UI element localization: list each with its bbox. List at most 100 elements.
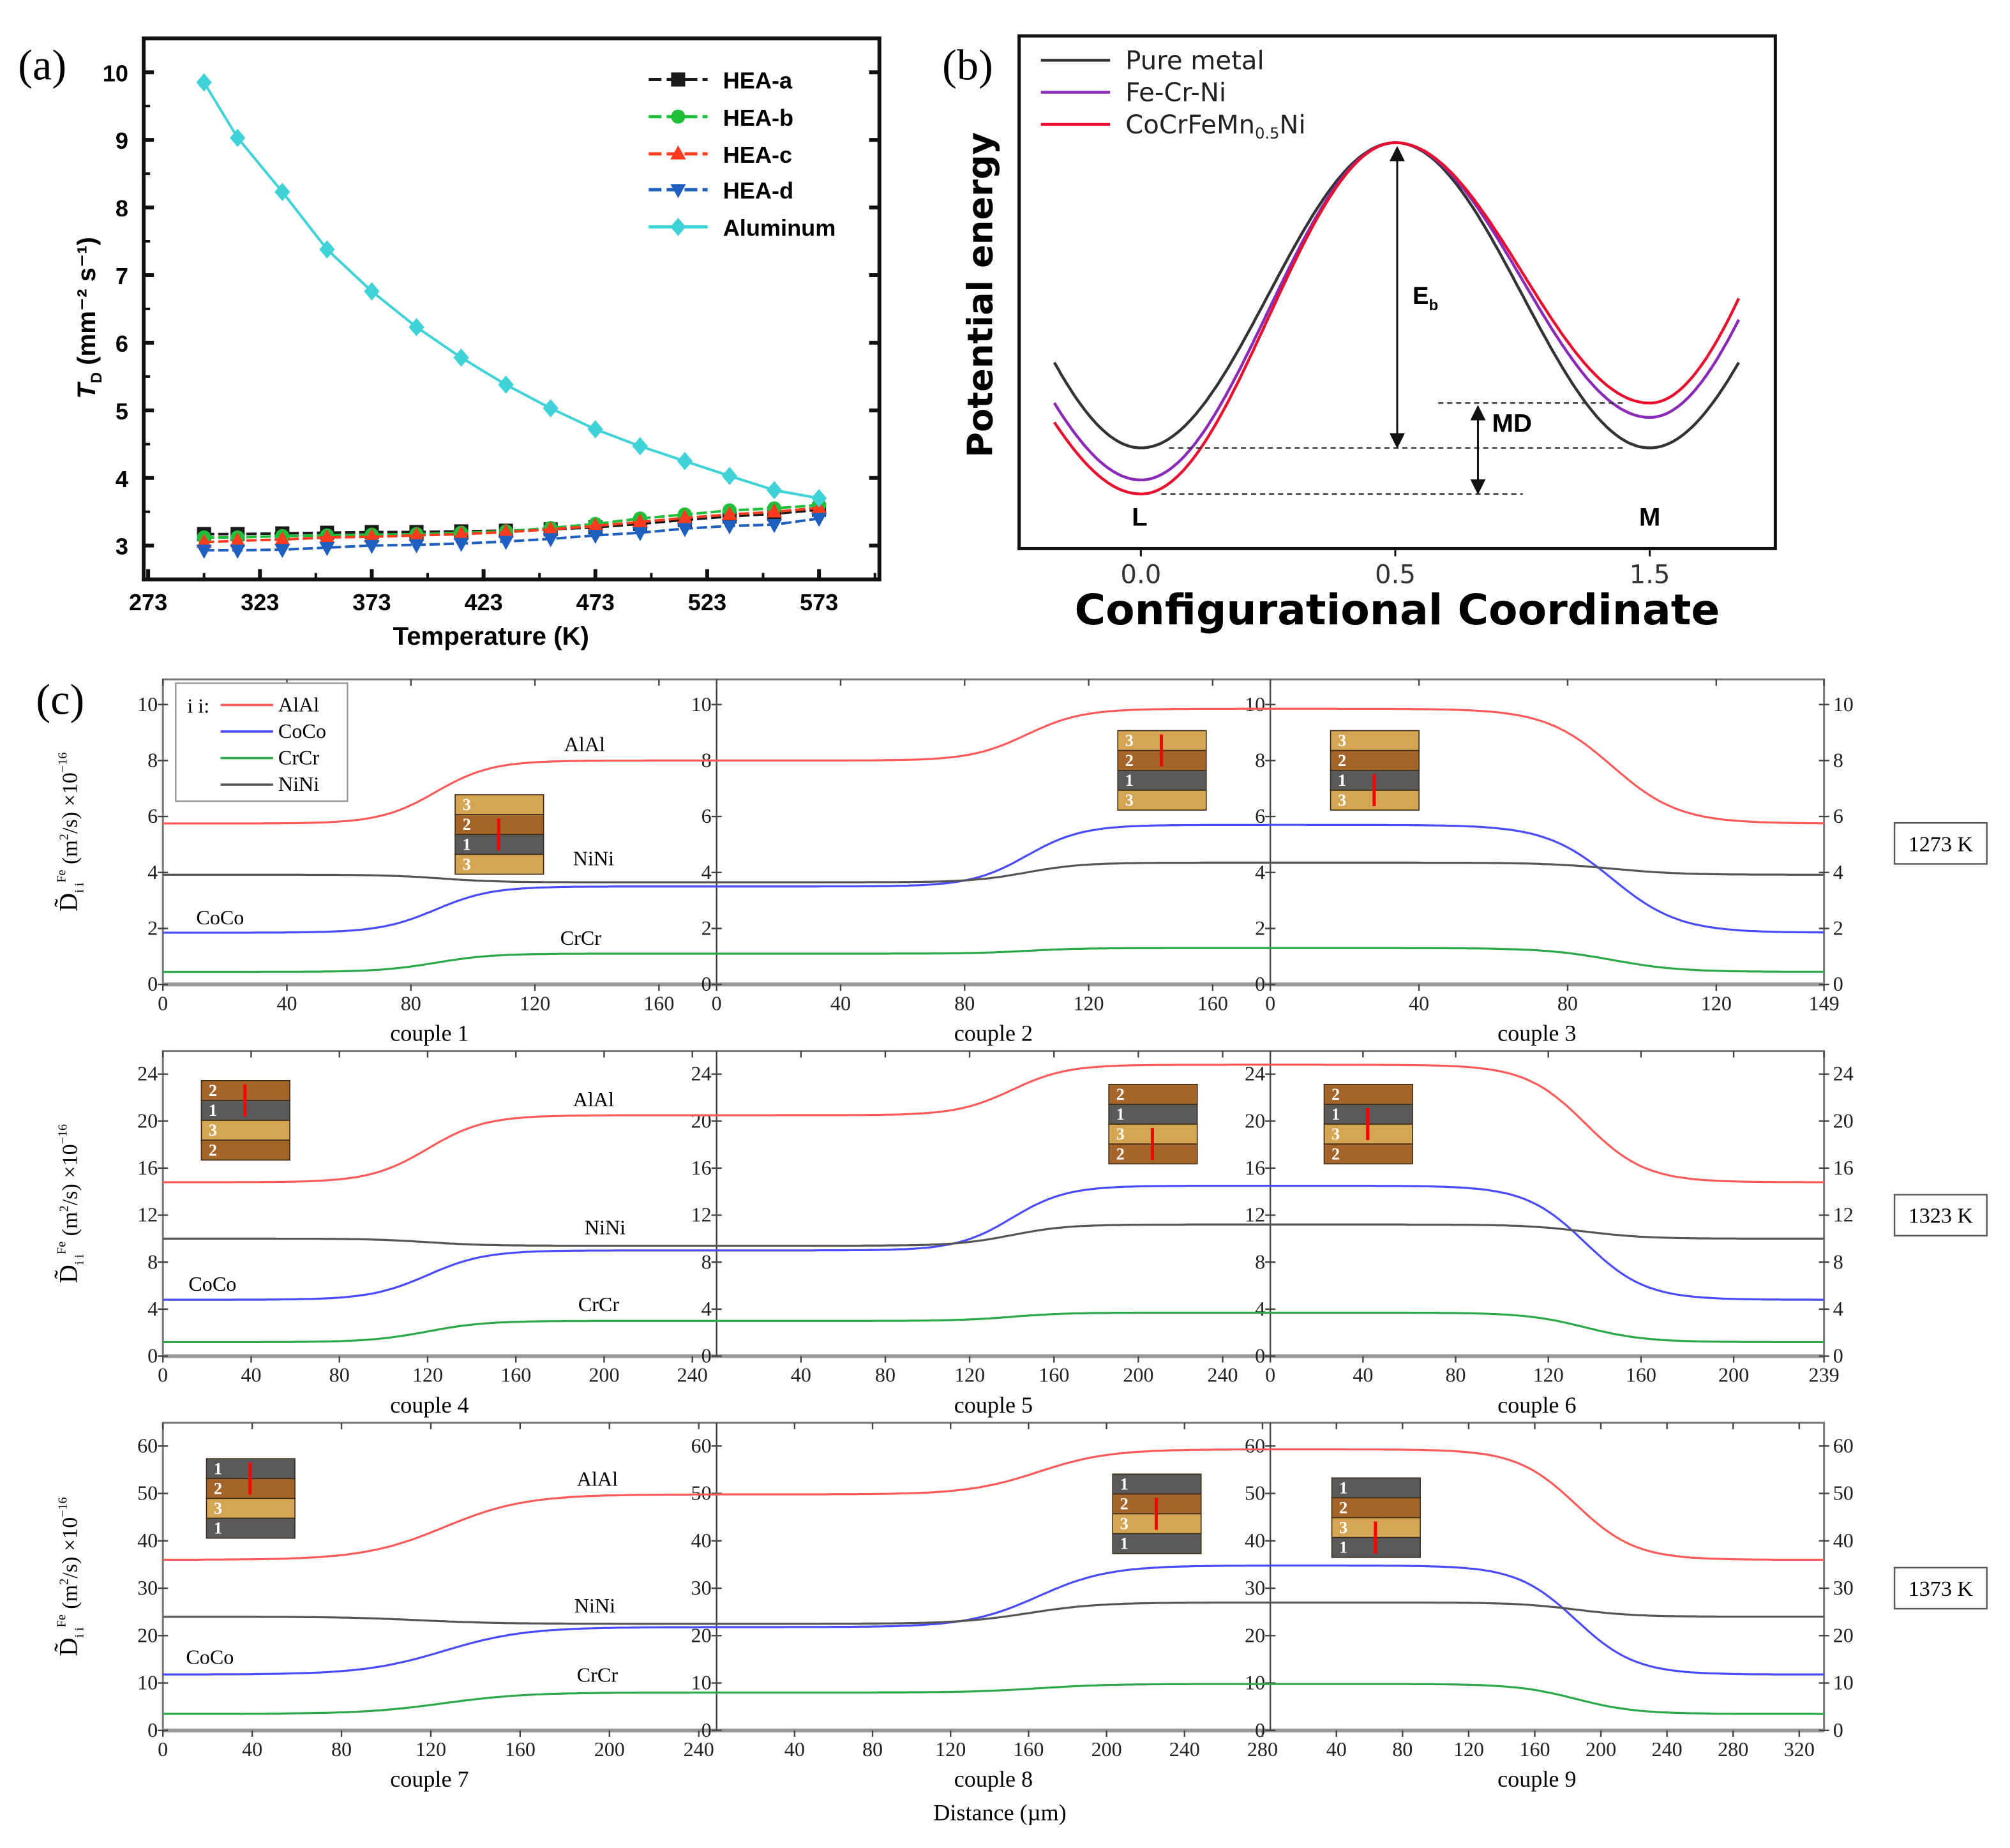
couple-label: couple 5 bbox=[954, 1392, 1033, 1418]
x-tick-label: 240 bbox=[1169, 1738, 1200, 1761]
y-tick-label: 30 bbox=[137, 1576, 158, 1599]
panel-a-thermal-diffusivity-chart: 3 4 5 6 7 8 9 10 273 323 373 423 473 523 573 Temperatur… bbox=[72, 36, 881, 650]
y-tick-label: 3 bbox=[116, 534, 128, 560]
x-tick-label: 80 bbox=[862, 1738, 883, 1761]
curve-coco bbox=[1270, 1185, 1824, 1301]
curve-alal bbox=[1270, 707, 1824, 825]
curve-alal bbox=[163, 759, 717, 825]
y-tick-label: 8 bbox=[147, 1250, 158, 1273]
curve-alal bbox=[163, 1114, 717, 1183]
y-tick-label: 8 bbox=[701, 1250, 712, 1273]
legend-entry: HEA-b bbox=[649, 105, 793, 131]
y-axis-label: D̃i i Fe (m2/s) ×10−16 bbox=[54, 1497, 87, 1656]
y-tick-label: 10 bbox=[1245, 1671, 1265, 1694]
triangle-up-marker bbox=[196, 534, 212, 548]
layer-number: 1 bbox=[1339, 1538, 1347, 1557]
x-tick-label: 80 bbox=[1557, 991, 1578, 1014]
legend-label-subscript: 0.5 bbox=[1255, 124, 1279, 142]
y-tick-label: 0 bbox=[147, 1344, 158, 1367]
y-tick-label: 10 bbox=[137, 1671, 158, 1694]
curve-crcr bbox=[1270, 947, 1824, 973]
diamond-marker bbox=[453, 348, 469, 367]
x-tick-label: 80 bbox=[1392, 1738, 1413, 1761]
series-hea-c bbox=[196, 499, 827, 548]
x-tick-label: 0.5 bbox=[1375, 560, 1416, 590]
y-label-squared: 2 bbox=[57, 834, 71, 840]
triangle-down-marker bbox=[364, 539, 380, 554]
panel-label: (c) bbox=[36, 675, 84, 723]
layer-1 bbox=[1117, 770, 1207, 791]
layer-number: 1 bbox=[1338, 771, 1346, 790]
row-frame bbox=[161, 1422, 1826, 1732]
couple-label: couple 7 bbox=[390, 1766, 469, 1792]
x-tick-label: 200 bbox=[589, 1363, 619, 1386]
y-label-units: /s) ×10 bbox=[59, 1144, 82, 1205]
x-tick-label: 80 bbox=[875, 1363, 896, 1386]
y-tick-label: 16 bbox=[1833, 1156, 1854, 1179]
y-tick-label: 24 bbox=[691, 1062, 712, 1085]
curve-nini bbox=[1270, 1223, 1824, 1240]
triangle-down-marker bbox=[632, 527, 648, 541]
curve-label: AlAl bbox=[564, 733, 605, 756]
y-tick-label: 20 bbox=[137, 1109, 158, 1132]
y-label-symbol: D̃ bbox=[54, 1265, 83, 1283]
curve-coco bbox=[163, 885, 717, 934]
y-tick-label: 10 bbox=[691, 1671, 712, 1694]
legend-label-tail: Ni bbox=[1279, 110, 1305, 140]
layer-1 bbox=[1112, 1533, 1202, 1554]
curve-crcr bbox=[716, 947, 1271, 955]
x-tick-label: 240 bbox=[677, 1363, 708, 1386]
row-1: 0 0 0 02 2 2 24 4 4 46 6 6 68 8 8 810 10 10 10D̃i iFe (m2/… bbox=[54, 678, 1988, 1046]
y-tick-label: 4 bbox=[1833, 1297, 1843, 1320]
triangle-down-marker bbox=[230, 545, 246, 559]
legend-label-main: Pure metal bbox=[1125, 46, 1264, 75]
legend-entry: HEA-c bbox=[649, 142, 792, 168]
triangle-up-marker bbox=[632, 513, 648, 528]
x-tick-label: 0 bbox=[1265, 1363, 1275, 1386]
triangle-down-marker bbox=[319, 542, 335, 557]
x-tick-label: 200 bbox=[1091, 1738, 1122, 1761]
y-tick-label: 0 bbox=[1833, 1718, 1843, 1741]
x-tick-label: 80 bbox=[329, 1363, 350, 1386]
curve-crcr bbox=[716, 1311, 1271, 1322]
layer-2 bbox=[1331, 1497, 1421, 1519]
legend-label: HEA-b bbox=[723, 105, 793, 131]
x-tick-label: 280 bbox=[1718, 1738, 1748, 1761]
temperature-box: 1273 K bbox=[1893, 822, 1988, 865]
y-tick-label: 30 bbox=[691, 1576, 712, 1599]
plot-frame bbox=[1017, 34, 1777, 550]
y-tick-label: 2 bbox=[701, 917, 712, 940]
x-tick-label: 0.0 bbox=[1120, 560, 1161, 590]
y-label-units: /s) ×10 bbox=[59, 772, 82, 834]
y-tick-label: 0 bbox=[1255, 1344, 1265, 1367]
triangle-down-marker bbox=[453, 537, 469, 552]
y-tick-label: 0 bbox=[147, 1718, 158, 1741]
y-label-superscript: Fe bbox=[55, 869, 69, 882]
layer-1 bbox=[1108, 1104, 1198, 1125]
y-tick-label: 6 bbox=[1255, 804, 1265, 827]
curve-label: CrCr bbox=[578, 1293, 620, 1316]
series-hea-d bbox=[196, 513, 827, 559]
legend-label: NiNi bbox=[278, 772, 319, 795]
curve-nini bbox=[716, 1223, 1271, 1247]
x-tick-label: 0 bbox=[158, 1738, 168, 1761]
x-tick-label: 120 bbox=[1701, 991, 1732, 1014]
curve-crcr bbox=[1270, 1311, 1824, 1344]
x-tick-label: 0 bbox=[158, 1363, 168, 1386]
x-tick-label: 80 bbox=[1445, 1363, 1466, 1386]
layer-2 bbox=[1323, 1084, 1413, 1105]
couple-label: couple 3 bbox=[1497, 1021, 1576, 1046]
curve-nini bbox=[716, 1601, 1271, 1625]
layer-1 bbox=[206, 1517, 296, 1539]
y-tick-label: 4 bbox=[1255, 1297, 1265, 1320]
diamond-marker bbox=[409, 318, 424, 336]
layer-2 bbox=[1323, 1143, 1413, 1165]
temperature-box: 1323 K bbox=[1893, 1194, 1988, 1236]
x-tick-label: 120 bbox=[1453, 1738, 1484, 1761]
temperature-box: 1373 K bbox=[1893, 1566, 1988, 1610]
couple-label: couple 1 bbox=[390, 1021, 469, 1046]
y-label-superscript: Fe bbox=[55, 1242, 69, 1254]
